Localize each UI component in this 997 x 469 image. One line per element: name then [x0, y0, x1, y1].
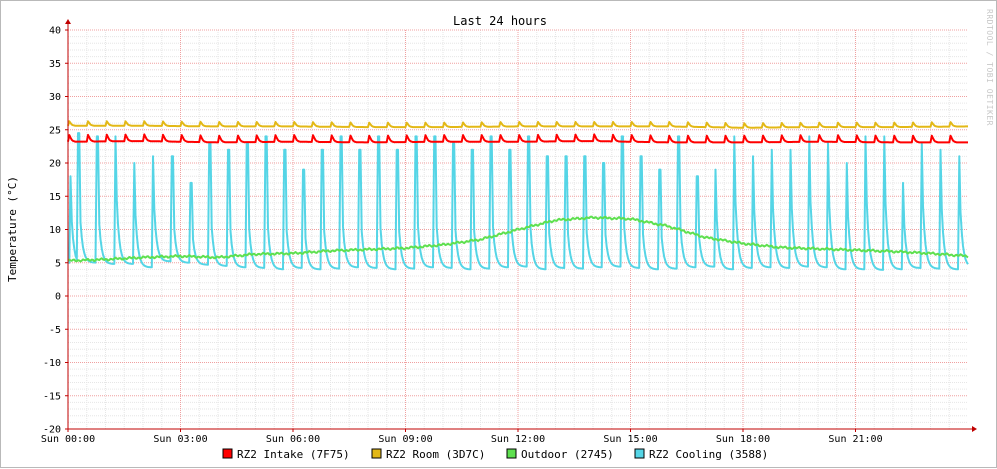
y-tick-label: -15: [43, 391, 61, 402]
y-tick-label: -20: [43, 425, 61, 436]
legend-label: Outdoor (2745): [521, 448, 614, 461]
x-tick-label: Sun 15:00: [603, 434, 657, 445]
legend-swatch: [371, 448, 382, 459]
y-tick-label: 15: [49, 192, 61, 203]
x-tick-label: Sun 00:00: [41, 434, 95, 445]
series-layer: [67, 120, 969, 271]
watermark: RRDTOOL / TOBI OETIKER: [985, 9, 994, 126]
legend-swatch: [506, 448, 517, 459]
x-tick-label: Sun 21:00: [828, 434, 882, 445]
legend: RZ2 Intake (7F75) RZ2 Room (3D7C) Outdoor …: [222, 448, 768, 461]
y-tick-label: 35: [49, 59, 61, 70]
x-tick-label: Sun 18:00: [716, 434, 770, 445]
y-tick-label: 40: [49, 26, 61, 37]
y-tick-label: 30: [49, 92, 61, 103]
x-tick-label: Sun 03:00: [153, 434, 207, 445]
legend-item: RZ2 Intake (7F75): [222, 448, 350, 461]
y-tick-label: -5: [49, 325, 61, 336]
legend-item: RZ2 Cooling (3588): [634, 448, 768, 461]
x-axis-arrow: [972, 426, 977, 432]
series-line-outdoor-2745: [67, 215, 969, 263]
legend-swatch: [222, 448, 233, 459]
legend-swatch: [634, 448, 645, 459]
y-axis-label: Temperature (°C): [6, 176, 19, 282]
legend-item: Outdoor (2745): [506, 448, 614, 461]
legend-item: RZ2 Room (3D7C): [371, 448, 485, 461]
y-tick-label: 10: [49, 225, 61, 236]
x-tick-label: Sun 09:00: [378, 434, 432, 445]
y-tick-label: 5: [55, 258, 61, 269]
grid-layer: [67, 29, 968, 430]
legend-label: RZ2 Cooling (3588): [649, 448, 768, 461]
series-line-rz2-room-3d7c: [67, 120, 968, 129]
series-line-rz2-intake-7f75: [67, 133, 968, 144]
y-tick-label: -10: [43, 358, 61, 369]
x-tick-label: Sun 06:00: [266, 434, 320, 445]
series-line-rz2-cooling-3588: [68, 132, 969, 271]
y-tick-label: 25: [49, 125, 61, 136]
y-tick-label: 0: [55, 292, 61, 303]
y-tick-label: 20: [49, 159, 61, 170]
legend-label: RZ2 Room (3D7C): [386, 448, 485, 461]
x-tick-label: Sun 12:00: [491, 434, 545, 445]
legend-label: RZ2 Intake (7F75): [237, 448, 350, 461]
y-axis-arrow: [65, 19, 71, 24]
chart-title: Last 24 hours: [453, 14, 547, 28]
